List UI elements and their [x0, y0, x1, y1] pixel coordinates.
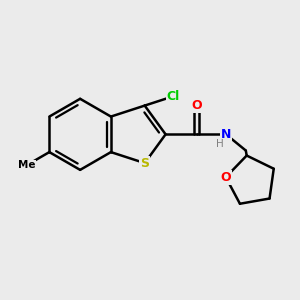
Text: H: H	[216, 139, 224, 149]
Text: Cl: Cl	[167, 90, 180, 103]
Text: N: N	[221, 128, 231, 141]
Text: O: O	[220, 171, 231, 184]
Text: S: S	[140, 157, 149, 169]
Text: Me: Me	[17, 160, 35, 170]
Text: O: O	[192, 99, 202, 112]
